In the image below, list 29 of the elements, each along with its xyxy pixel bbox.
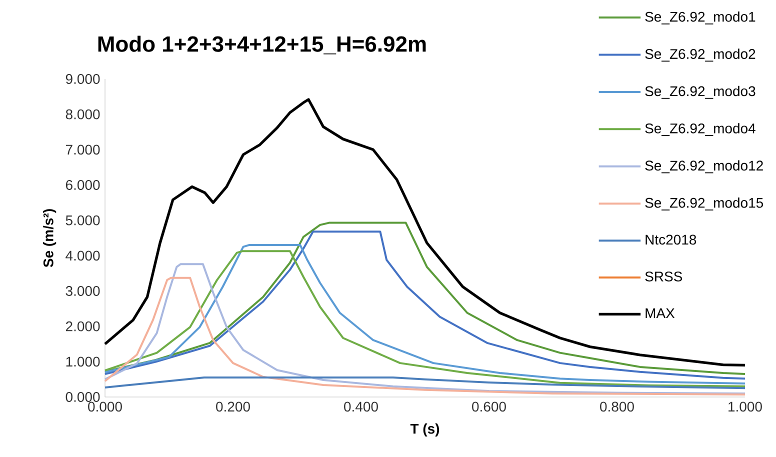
y-axis-title: Se (m/s²) [43, 209, 56, 268]
y-tick-label: 2.000 [66, 321, 100, 332]
legend-label: SRSS [645, 272, 682, 282]
legend-label: Se_Z6.92_modo2 [645, 48, 756, 62]
legend-label: Se_Z6.92_modo15 [645, 198, 764, 210]
x-axis-title: T (s) [410, 423, 440, 436]
legend-label: Se_Z6.92_modo1 [645, 11, 756, 24]
legend-label: Ntc2018 [646, 234, 696, 245]
y-tick-label: 1.000 [66, 356, 100, 367]
legend-label: Se_Z6.92_modo12 [645, 160, 763, 174]
y-tick-label: 6.000 [66, 180, 100, 190]
line-series [104, 376, 746, 390]
x-tick-label: 0.400 [344, 402, 378, 412]
x-tick-label: 0.200 [216, 402, 250, 412]
y-tick-label: 5.000 [66, 215, 100, 226]
y-tick-label: 4.000 [66, 250, 100, 261]
chart-title: Modo 1+2+3+4+12+15_H=6.92m [98, 36, 426, 54]
y-tick-label: 8.000 [66, 109, 100, 120]
legend-label: MAX [646, 308, 675, 318]
y-tick-label: 9.000 [66, 74, 100, 84]
legend-label: Se_Z6.92_modo4 [645, 123, 756, 136]
legend-label: Se_Z6.92_modo3 [645, 86, 756, 99]
x-tick-label: 1.000 [728, 402, 762, 412]
x-tick-label: 0.800 [600, 402, 634, 412]
y-tick-label: 3.000 [66, 286, 100, 296]
x-tick-label: 0.600 [472, 402, 506, 412]
y-tick-label: 7.000 [66, 144, 100, 155]
y-tick-label: 0.000 [66, 392, 100, 402]
x-tick-label: 0.000 [88, 402, 122, 412]
